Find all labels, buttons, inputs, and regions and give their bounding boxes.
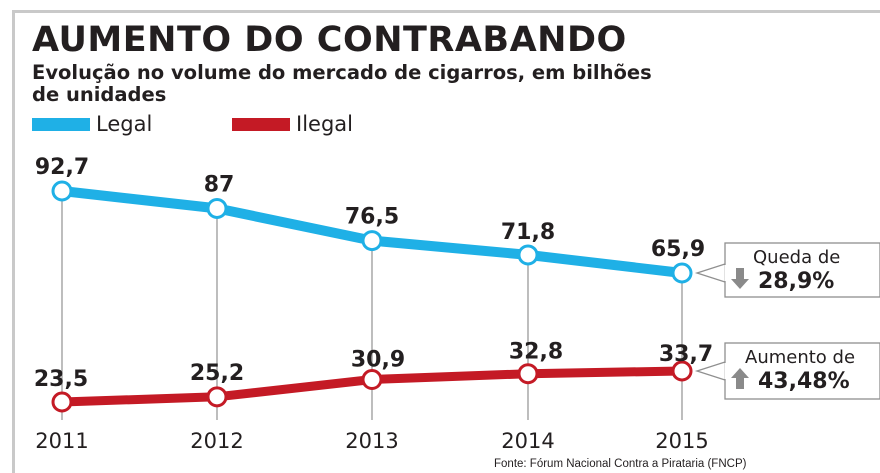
data-label-legal-2012: 87 [204, 172, 235, 197]
data-label-ilegal-2012: 25,2 [190, 361, 244, 386]
data-label-legal-2013: 76,5 [345, 205, 399, 230]
legend-label-legal: Legal [96, 112, 153, 136]
point-legal-2015 [671, 262, 693, 284]
annotation-line1-ilegal: Aumento de [745, 347, 855, 368]
x-tick-label-2012: 2012 [190, 429, 243, 453]
point-ilegal-2015 [671, 360, 693, 382]
data-label-legal-2015: 65,9 [651, 237, 705, 262]
point-legal-2014 [517, 244, 539, 266]
arrow-down-icon [731, 268, 749, 289]
legend-swatch-legal [32, 118, 90, 131]
data-label-ilegal-2011: 23,5 [34, 367, 88, 392]
frame-top-border [12, 10, 880, 13]
point-legal-2012 [206, 197, 228, 219]
x-tick-label-2015: 2015 [655, 429, 708, 453]
chart-subtitle: Evolução no volume do mercado de cigarro… [32, 61, 652, 106]
frame-left-border [12, 10, 15, 473]
legend-swatch-ilegal [232, 118, 290, 131]
data-labels: 92,7 87 76,5 71,8 65,9 23,5 25,2 30,9 32,8 33,7 [34, 155, 713, 392]
data-points [51, 180, 693, 413]
annotation-pointer-legal [694, 263, 726, 283]
annotation-box-ilegal [724, 342, 880, 400]
annotation-seam-ilegal [724, 363, 727, 379]
data-label-legal-2011: 92,7 [35, 155, 89, 180]
annotation-seam-legal [724, 265, 727, 281]
point-ilegal-2014 [517, 363, 539, 385]
x-tick-label-2011: 2011 [35, 429, 88, 453]
data-label-ilegal-2013: 30,9 [351, 348, 405, 373]
point-legal-2013 [361, 230, 383, 252]
connector-lines [61, 199, 683, 420]
annotation-line1-legal: Queda de [753, 247, 840, 268]
source-note: Fonte: Fórum Nacional Contra a Pirataria… [494, 458, 747, 470]
chart-title: AUMENTO DO CONTRABANDO [32, 20, 627, 60]
point-ilegal-2013 [361, 369, 383, 391]
data-label-ilegal-2015: 33,7 [659, 342, 713, 367]
point-ilegal-2011 [51, 391, 73, 413]
point-legal-2011 [51, 180, 73, 202]
data-label-ilegal-2014: 32,8 [509, 340, 563, 365]
annotation-box-legal [724, 242, 880, 298]
x-tick-label-2013: 2013 [345, 429, 398, 453]
arrow-up-icon [731, 368, 749, 389]
annotation-value-ilegal: 43,48% [758, 369, 850, 394]
annotation-value-legal: 28,9% [758, 269, 834, 294]
legend-label-ilegal: Ilegal [296, 112, 353, 136]
x-axis: 2011 2012 2013 2014 2015 [35, 429, 708, 453]
data-label-legal-2014: 71,8 [501, 220, 555, 245]
x-tick-label-2014: 2014 [501, 429, 554, 453]
point-ilegal-2012 [206, 386, 228, 408]
